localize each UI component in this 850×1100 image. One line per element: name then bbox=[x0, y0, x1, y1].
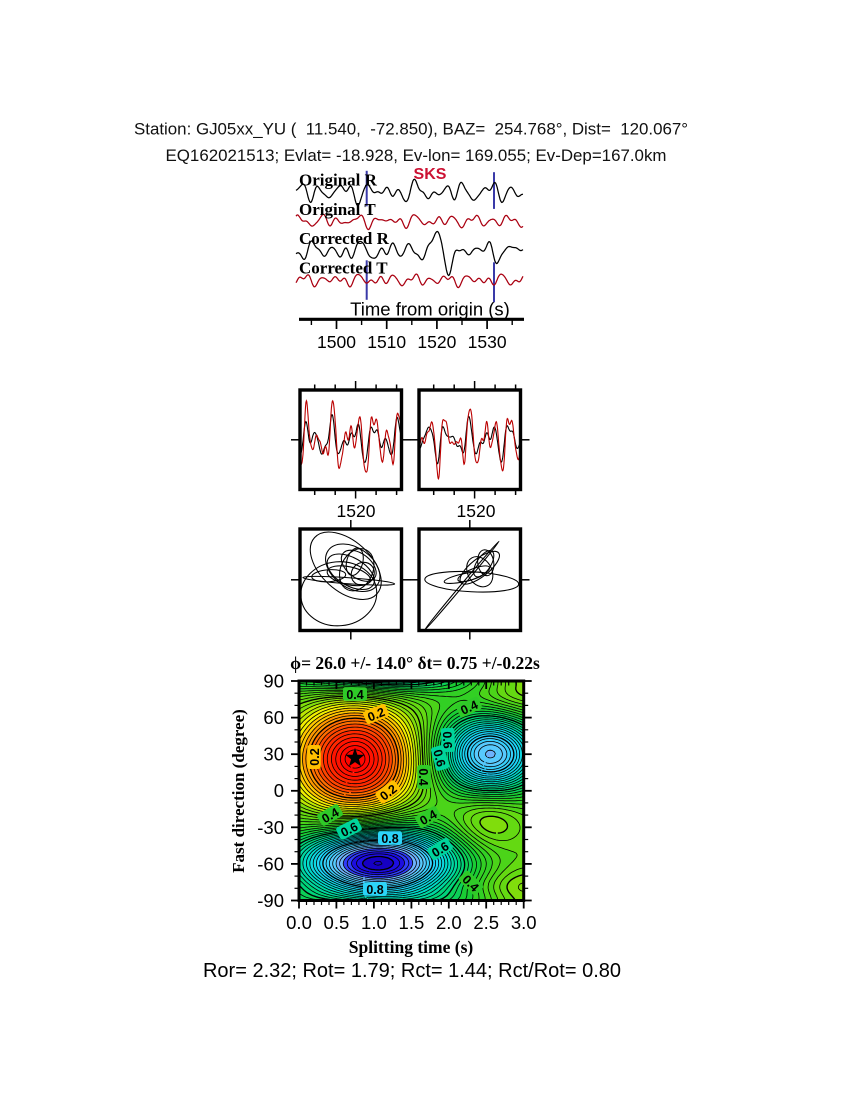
svg-text:-90: -90 bbox=[257, 890, 284, 911]
svg-text:60: 60 bbox=[263, 707, 284, 728]
svg-text:Time from origin (s): Time from origin (s) bbox=[350, 299, 510, 320]
svg-text:0.4: 0.4 bbox=[346, 688, 363, 702]
svg-text:Original R: Original R bbox=[299, 171, 378, 190]
svg-text:0.0: 0.0 bbox=[286, 912, 312, 933]
svg-text:0.2: 0.2 bbox=[366, 705, 387, 725]
svg-text:Corrected R: Corrected R bbox=[299, 229, 390, 248]
svg-text:1530: 1530 bbox=[468, 332, 507, 352]
svg-text:1520: 1520 bbox=[457, 501, 496, 521]
svg-text:2.0: 2.0 bbox=[436, 912, 462, 933]
svg-text:0.4: 0.4 bbox=[416, 768, 430, 785]
svg-text:0.4: 0.4 bbox=[458, 698, 480, 718]
svg-text:1500: 1500 bbox=[317, 332, 356, 352]
svg-text:30: 30 bbox=[263, 744, 284, 765]
svg-text:Splitting time (s): Splitting time (s) bbox=[349, 937, 474, 957]
svg-text:Fast direction (degree): Fast direction (degree) bbox=[229, 709, 248, 873]
svg-text:Station: GJ05xx_YU ( 11.540,: Station: GJ05xx_YU ( 11.540, -72.850), B… bbox=[134, 120, 688, 139]
svg-text:Original T: Original T bbox=[299, 200, 376, 219]
svg-text:-60: -60 bbox=[257, 853, 284, 874]
svg-text:0: 0 bbox=[274, 780, 284, 801]
svg-text:0.8: 0.8 bbox=[381, 832, 398, 846]
svg-text:1.0: 1.0 bbox=[361, 912, 387, 933]
svg-text:Ror= 2.32; Rot= 1.79; Rct= 1.4: Ror= 2.32; Rot= 1.79; Rct= 1.44; Rct/Rot… bbox=[203, 960, 621, 982]
svg-text:0.6: 0.6 bbox=[430, 748, 448, 768]
svg-text:Corrected T: Corrected T bbox=[299, 259, 388, 278]
svg-text:0.5: 0.5 bbox=[324, 912, 350, 933]
svg-text:0.6: 0.6 bbox=[440, 731, 455, 749]
svg-text:1.5: 1.5 bbox=[399, 912, 425, 933]
svg-text:1520: 1520 bbox=[337, 501, 376, 521]
svg-text:EQ162021513; Evlat= -18.928, E: EQ162021513; Evlat= -18.928, Ev-lon= 169… bbox=[166, 146, 667, 165]
svg-text:-30: -30 bbox=[257, 817, 284, 838]
svg-text:1510: 1510 bbox=[367, 332, 406, 352]
svg-text:SKS: SKS bbox=[414, 166, 447, 183]
svg-text:1520: 1520 bbox=[417, 332, 456, 352]
svg-text:2.5: 2.5 bbox=[473, 912, 499, 933]
svg-text:0.2: 0.2 bbox=[308, 748, 322, 765]
svg-text:ϕ= 26.0 +/- 14.0° δt= 0.75 +/-: ϕ= 26.0 +/- 14.0° δt= 0.75 +/-0.22s bbox=[290, 653, 540, 673]
svg-text:3.0: 3.0 bbox=[511, 912, 537, 933]
svg-text:90: 90 bbox=[263, 671, 284, 692]
svg-text:0.8: 0.8 bbox=[366, 883, 383, 897]
